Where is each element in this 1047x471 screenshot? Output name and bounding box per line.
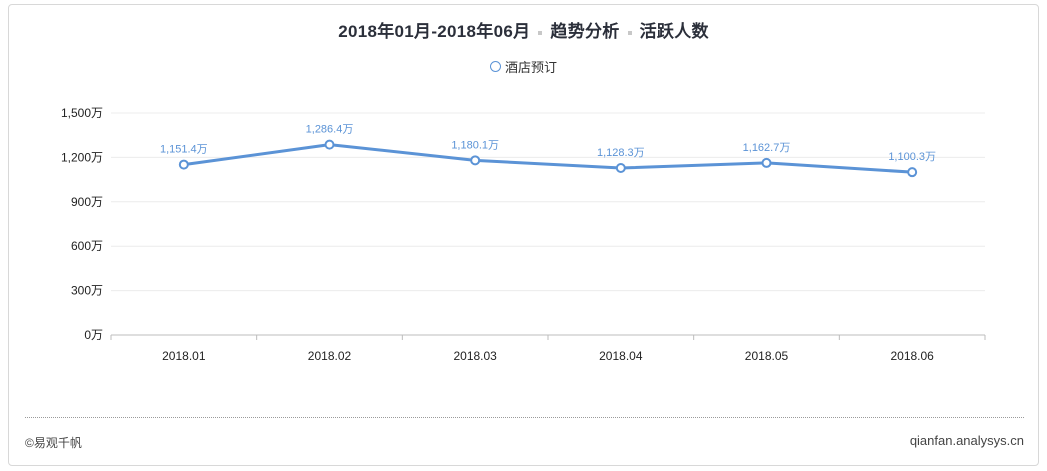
data-point bbox=[761, 157, 772, 168]
x-tick-label: 2018.05 bbox=[745, 349, 789, 363]
y-tick-label: 1,500万 bbox=[61, 106, 103, 120]
x-tick-label: 2018.04 bbox=[599, 349, 643, 363]
data-label: 1,162.7万 bbox=[743, 142, 791, 154]
data-point bbox=[324, 139, 335, 150]
chart-header: 2018年01月-2018年06月 趋势分析 活跃人数 bbox=[9, 17, 1038, 42]
data-point bbox=[470, 155, 481, 166]
legend-circle-icon bbox=[489, 61, 501, 72]
legend[interactable]: 酒店预订 bbox=[9, 57, 1038, 76]
copyright: ©易观千帆 bbox=[25, 436, 82, 450]
data-label: 1,180.1万 bbox=[451, 139, 499, 151]
separator-dot bbox=[627, 30, 632, 35]
y-tick-label: 1,200万 bbox=[61, 150, 103, 164]
data-label: 1,286.4万 bbox=[306, 124, 354, 136]
y-tick-label: 0万 bbox=[84, 328, 103, 342]
x-tick-label: 2018.02 bbox=[308, 349, 352, 363]
data-point bbox=[907, 167, 918, 178]
line-chart: 0万 300万 600万 900万 1,200万 1,500万 2018.01 2018.02… bbox=[61, 106, 986, 363]
y-tick-label: 600万 bbox=[71, 239, 103, 253]
data-point bbox=[178, 159, 189, 170]
x-tick-label: 2018.03 bbox=[453, 349, 497, 363]
series-line bbox=[182, 143, 914, 174]
y-tick-label: 900万 bbox=[71, 195, 103, 209]
date-range: 2018年01月-2018年06月 bbox=[338, 22, 531, 41]
data-label: 1,128.3万 bbox=[597, 147, 645, 159]
metric-name: 活跃人数 bbox=[639, 22, 709, 41]
site-url[interactable]: qianfan.analysys.cn bbox=[909, 433, 1024, 448]
y-tick-label: 300万 bbox=[71, 284, 103, 298]
chart-card: 2018年01月-2018年06月 趋势分析 活跃人数 酒店预订 0万 300万 600… bbox=[8, 4, 1039, 466]
x-tick-label: 2018.06 bbox=[890, 349, 934, 363]
data-point bbox=[615, 163, 626, 174]
data-label: 1,151.4万 bbox=[160, 144, 208, 156]
separator-dot bbox=[538, 30, 543, 35]
legend-label: 酒店预订 bbox=[504, 60, 557, 75]
footer-divider bbox=[25, 417, 1024, 418]
x-tick-label: 2018.01 bbox=[162, 349, 206, 363]
data-label: 1,100.3万 bbox=[888, 151, 936, 163]
analysis-type: 趋势分析 bbox=[550, 22, 620, 41]
